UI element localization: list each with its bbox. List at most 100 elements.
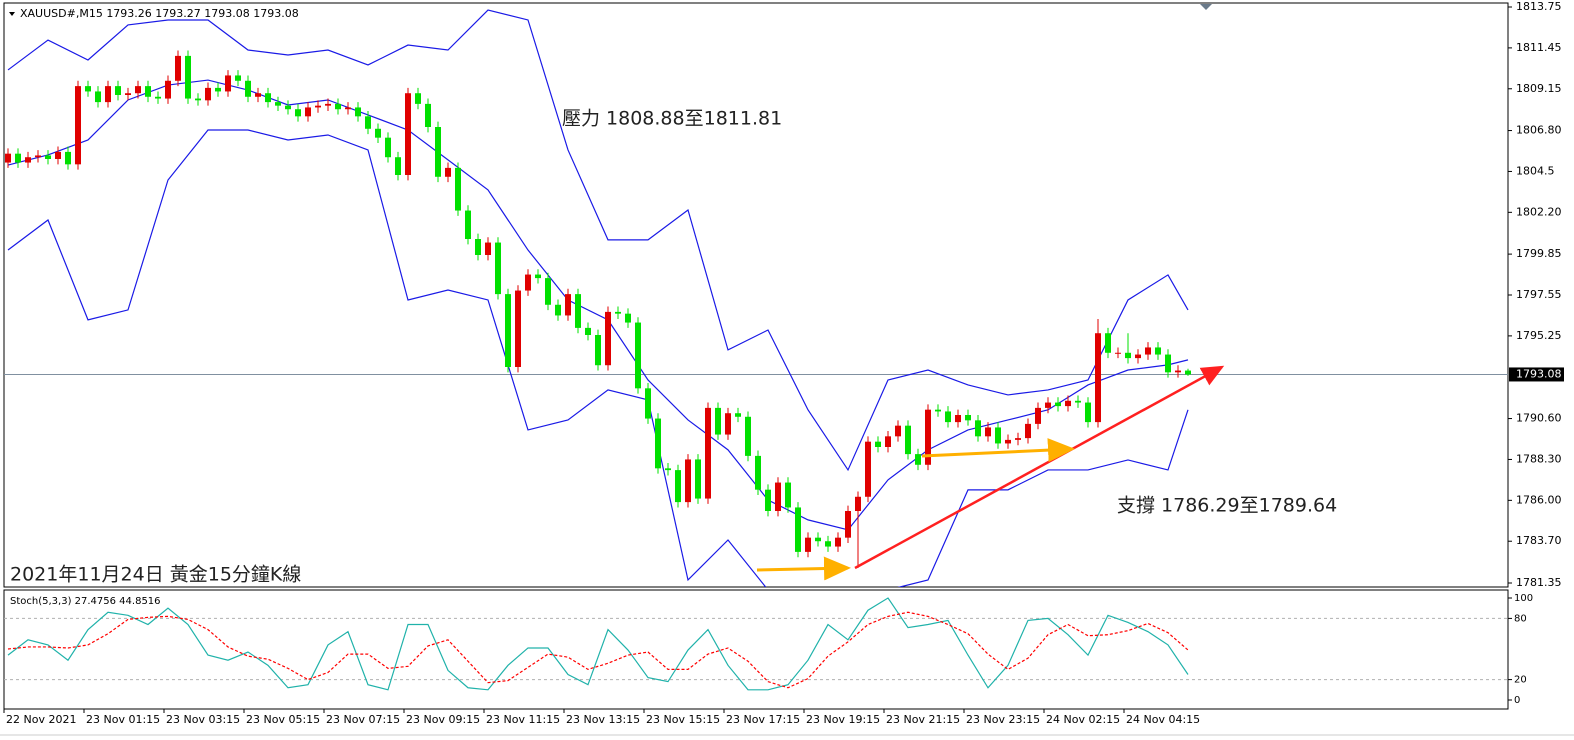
menu-arrow [9, 12, 15, 16]
y-tick-label: 1786.00 [1516, 493, 1562, 506]
x-tick-label: 23 Nov 01:15 [86, 713, 160, 726]
candle-body [145, 86, 151, 97]
candle-body [555, 304, 561, 316]
candle-body [295, 109, 301, 117]
candle-body [945, 411, 951, 423]
candle-body [5, 153, 11, 163]
candle-body [845, 511, 851, 538]
candle-body [705, 407, 711, 499]
candle-body [365, 116, 371, 129]
x-tick-label: 23 Nov 07:15 [326, 713, 400, 726]
candle-body [645, 388, 651, 419]
candle-body [955, 415, 961, 423]
candle-body [825, 541, 831, 547]
candle-body [1125, 352, 1131, 359]
candle-body [835, 537, 841, 547]
candle-body [275, 102, 281, 106]
candle-body [315, 105, 321, 108]
stoch-tick-label: 100 [1514, 593, 1533, 604]
candle-body [195, 98, 201, 101]
candle-body [425, 103, 431, 127]
candle-body [245, 80, 251, 97]
candle-body [885, 436, 891, 447]
candle-body [745, 416, 751, 456]
stoch-tick-label: 0 [1514, 695, 1520, 706]
candle-body [395, 157, 401, 175]
candle-body [905, 425, 911, 455]
candle-body [1075, 400, 1081, 403]
candle-body [305, 107, 311, 117]
candle-body [45, 155, 51, 159]
candle-body [155, 96, 161, 99]
current-price-label: 1793.08 [1516, 367, 1562, 380]
stoch-plot [4, 597, 1508, 691]
candle-body [1175, 370, 1181, 373]
candle-body [125, 93, 131, 95]
x-tick-label: 23 Nov 09:15 [406, 713, 480, 726]
y-tick-label: 1795.25 [1516, 329, 1562, 342]
candle-body [215, 87, 221, 92]
candle-body [1065, 400, 1071, 407]
candle-body [725, 413, 731, 435]
candle-body [1145, 347, 1151, 355]
candle-body [1135, 354, 1141, 359]
candle-body [785, 482, 791, 508]
y-tick-label: 1802.20 [1516, 205, 1562, 218]
candle-body [965, 415, 971, 421]
band-lower [7, 129, 1189, 587]
candle-body [695, 459, 701, 499]
x-tick-label: 23 Nov 03:15 [166, 713, 240, 726]
candle-body [1035, 407, 1041, 424]
support-note: 支撐 1786.29至1789.64 [1117, 495, 1337, 517]
candle-body [735, 413, 741, 417]
candle-body [415, 93, 421, 104]
x-tick-label: 23 Nov 19:15 [806, 713, 880, 726]
candle-body [715, 407, 721, 435]
candle-body [815, 537, 821, 542]
candle-body [665, 468, 671, 471]
axes: 1813.75 1811.45 1809.15 1806.80 1804.5 1802.2… [3, 0, 1564, 726]
x-tick-label: 23 Nov 05:15 [246, 713, 320, 726]
candle-body [515, 290, 521, 367]
candle-body [355, 107, 361, 117]
x-tick-label: 24 Nov 04:15 [1126, 713, 1200, 726]
candle-body [685, 459, 691, 503]
candle-body [1105, 333, 1111, 353]
candle-body [235, 75, 241, 81]
candle-body [495, 242, 501, 295]
candle-body [135, 86, 141, 94]
trend-line [854, 365, 1225, 570]
y-tick-label: 1806.80 [1516, 124, 1562, 137]
candle-body [435, 127, 441, 177]
candle-body [85, 86, 91, 92]
candle-body [225, 75, 231, 92]
y-tick-label: 1811.45 [1516, 41, 1562, 54]
candle-body [545, 278, 551, 305]
candle-body [985, 427, 991, 437]
candle-body [1095, 333, 1101, 423]
candle-body [105, 86, 111, 103]
candle-body [895, 425, 901, 437]
candle-body [455, 167, 461, 211]
y-tick-label: 1783.70 [1516, 534, 1562, 547]
candle-body [605, 311, 611, 366]
candle-body [525, 274, 531, 291]
candle-body [1015, 438, 1021, 440]
y-tick-label: 1788.30 [1516, 452, 1562, 465]
candle-body [975, 420, 981, 437]
candle-body [265, 93, 271, 103]
candle-body [765, 489, 771, 511]
candle-body [465, 210, 471, 239]
candle-body [65, 151, 71, 165]
symbol-label: XAUUSD#,M15 1793.26 1793.27 1793.08 1793… [20, 7, 299, 20]
y-tick-label: 1804.5 [1516, 164, 1555, 177]
y-tick-label: 1790.60 [1516, 412, 1562, 425]
candle-body [1185, 370, 1191, 375]
candle-body [1115, 352, 1121, 354]
support-arrow [756, 556, 851, 581]
stoch-tick-label: 20 [1514, 675, 1527, 686]
stoch-signal [7, 611, 1189, 689]
x-tick-label: 23 Nov 23:15 [966, 713, 1040, 726]
candle-body [15, 153, 21, 163]
